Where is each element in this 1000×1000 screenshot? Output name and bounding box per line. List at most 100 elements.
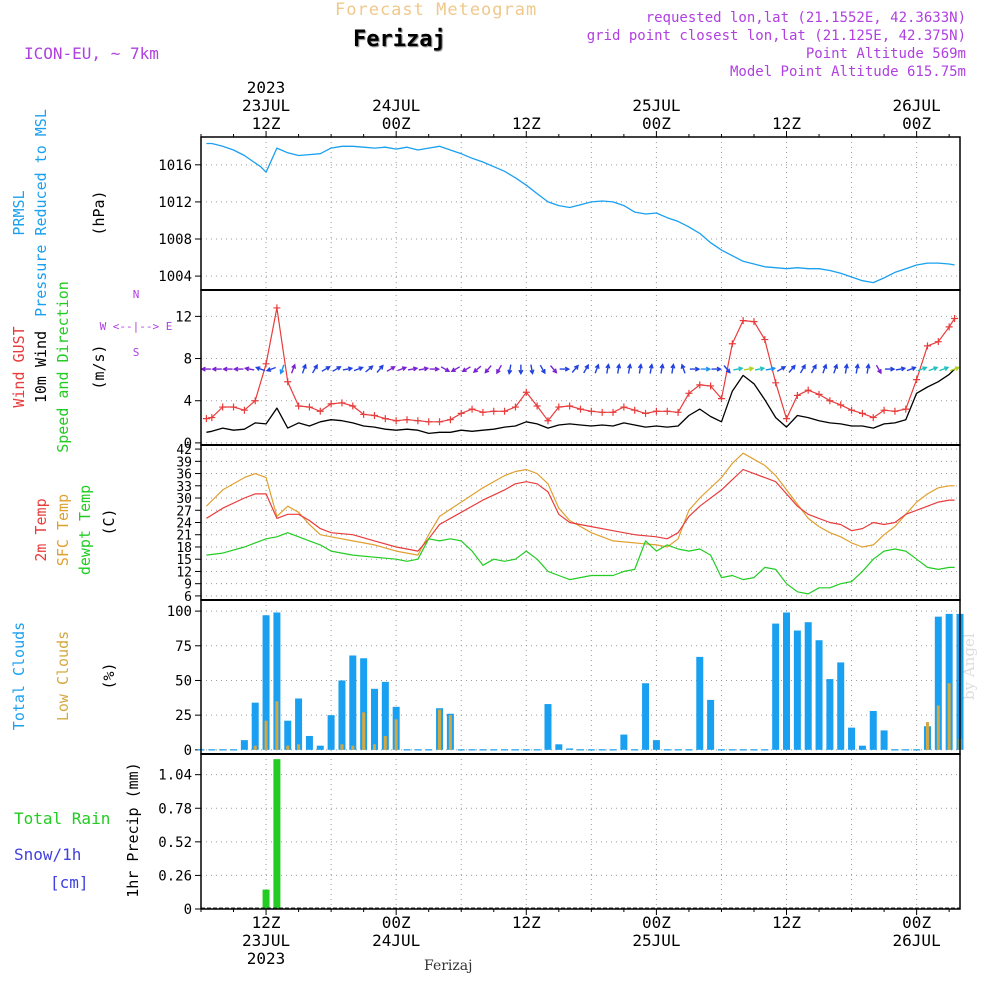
wind-gust-marker [425,418,433,426]
time-label-bottom: 12Z [252,913,281,932]
rain-bar [262,889,270,909]
total-cloud-bar [251,702,259,750]
time-label-bottom: 26JUL [893,931,941,950]
total-cloud-bar [414,749,422,751]
time-label-bottom: 23JUL [242,931,290,950]
low-cloud-bar [372,744,376,750]
total-cloud-bar [642,683,650,750]
total-cloud-bar [739,749,747,751]
total-cloud-bar [598,749,606,751]
low-cloud-bar [936,705,940,750]
low-cloud-bar [925,722,929,750]
total-cloud-bar [327,715,335,750]
wind-direction-arrow [637,363,643,374]
low-cloud-bar [275,701,279,750]
y-tick-label: 75 [175,639,192,655]
location-title: Ferizaj [353,27,446,52]
panel-frame [200,599,961,755]
wind-direction-arrow [594,363,600,374]
total-cloud-bar [945,613,953,750]
wind-direction-arrow [689,366,701,372]
wind-direction-arrow [788,364,796,373]
total-cloud-bar [273,612,281,750]
low-cloud-bar [351,745,355,750]
wind-direction-arrow [939,366,950,372]
pressure-label: PRMSL [10,190,28,235]
time-label-top: 24JUL [372,96,420,115]
wind-gust-marker [913,376,921,384]
total-cloud-bar [403,749,411,751]
wind-direction-arrow [290,363,296,374]
wind-gust-marker [555,403,563,411]
sfc-temp-line [205,452,955,556]
total-cloud-bar [479,749,487,751]
y-tick-label: 1016 [158,158,192,174]
total-cloud-bar [728,749,736,751]
wind-direction-arrow [754,366,766,372]
wind-direction-arrow [765,366,777,372]
wind-gust-marker [728,340,736,348]
total-cloud-bar [761,749,769,751]
total-cloud-bar [533,749,541,751]
requested-coords: requested lon,lat (21.1552E, 42.3633N) [645,10,966,26]
wind-gust-marker [761,336,769,344]
total-cloud-bar [750,749,758,751]
wind-direction-arrow [895,366,907,372]
wind-direction-arrow [875,364,882,375]
wind-direction-arrow [659,363,665,374]
direction-label: Speed and Direction [54,281,72,453]
wind-direction-arrow [222,366,233,372]
wind-gust-marker [902,405,910,413]
total-cloud-bar [555,744,563,750]
wind-gust-marker [501,407,509,415]
wind-gust-marker [945,323,953,331]
wind-gust-marker [284,378,292,386]
total-cloud-bar [663,749,671,751]
time-label-bottom: 12Z [512,913,541,932]
y-tick-label: 4 [184,394,192,410]
temp-2m-line [206,468,955,552]
wind-gust-marker [951,314,959,322]
wind-direction-arrow [906,366,917,372]
wind-gust-marker [360,410,368,418]
low-clouds-label: Low Clouds [54,631,72,721]
footer-location: Ferizaj [424,958,473,974]
y-tick-label: 0 [184,902,192,918]
total-cloud-bar [360,658,368,750]
total-cloud-bar [826,679,834,750]
total-cloud-bar [295,698,303,750]
wind-direction-arrow [559,366,571,372]
wind-direction-arrow [200,366,211,372]
y-tick-label: 42 [176,443,192,458]
wind-gust-marker [273,304,281,312]
total-cloud-bar [522,749,530,751]
temp-unit-label: (C) [100,508,118,535]
y-tick-label: 0.52 [158,835,192,851]
gust-label: Wind GUST [10,326,28,407]
y-tick-label: 0.78 [158,801,192,817]
wind-direction-arrow [243,366,255,372]
time-label-top: 12Z [512,114,541,133]
low-cloud-bar [264,720,268,750]
wind-direction-arrow [822,363,828,374]
wind-gust-marker [230,403,238,411]
wind-direction-arrow [833,363,839,374]
y-tick-label: 21 [176,529,192,544]
total-cloud-bar [804,622,812,750]
time-label-top: 00Z [382,114,411,133]
time-label-bottom: 00Z [382,913,411,932]
y-tick-label: 25 [175,708,192,724]
low-cloud-bar [394,719,398,750]
dewpoint-line [206,532,955,595]
wind-gust-marker [598,408,606,416]
total-cloud-bar [620,734,628,750]
total-cloud-bar [511,749,519,751]
total-cloud-bar [457,749,465,751]
total-clouds-label: Total Clouds [10,622,28,730]
y-tick-label: 12 [176,565,192,580]
time-label-top: 23JUL [242,96,290,115]
wind-direction-arrow [496,364,503,375]
wind-gust-marker [642,409,650,417]
wind-direction-arrow [865,363,871,374]
